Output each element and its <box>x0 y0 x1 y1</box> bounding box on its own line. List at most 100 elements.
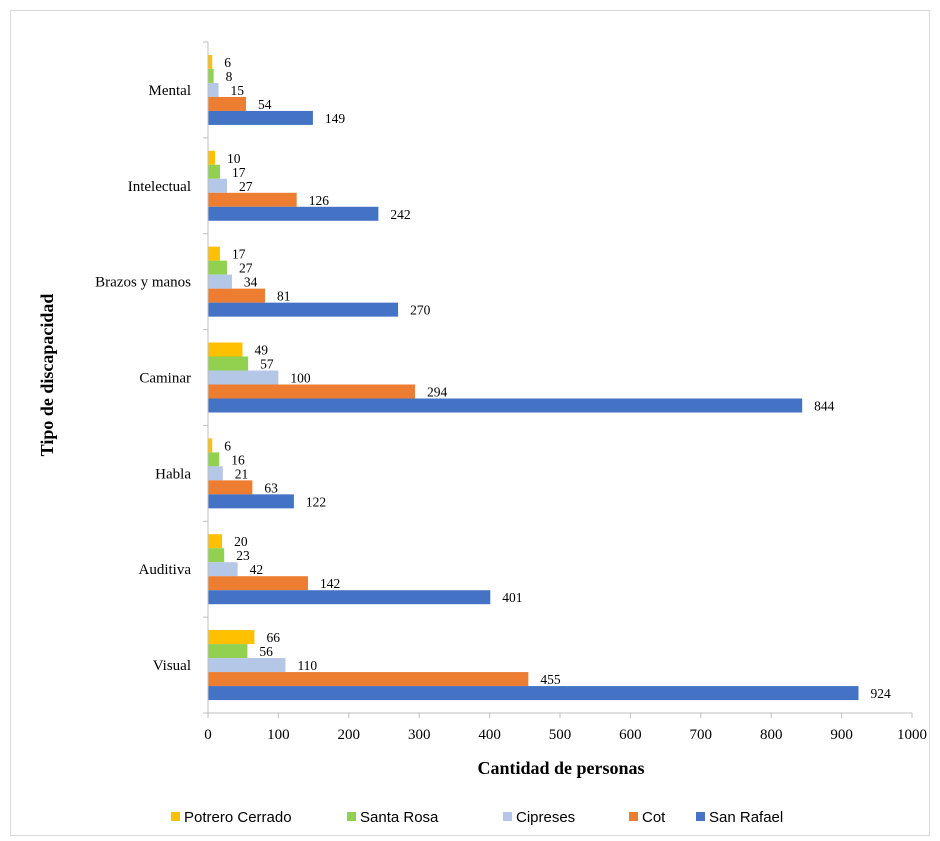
x-tick-label: 700 <box>690 727 713 743</box>
bar-mental-potrero-cerrado <box>208 54 213 69</box>
category-label: Visual <box>153 658 191 674</box>
x-tick-label: 400 <box>478 727 501 743</box>
data-label: 57 <box>260 357 274 372</box>
data-label: 27 <box>239 261 253 276</box>
x-tick-label: 100 <box>267 727 290 743</box>
data-label: 56 <box>259 644 273 659</box>
category-label: Caminar <box>139 371 191 387</box>
bar-visual-potrero-cerrado <box>208 630 255 645</box>
bar-brazos-y-manos-potrero-cerrado <box>208 246 220 261</box>
bar-intelectual-cipreses <box>208 178 228 193</box>
x-tick-label: 800 <box>760 727 783 743</box>
bar-caminar-potrero-cerrado <box>208 342 243 357</box>
data-label: 66 <box>266 630 280 645</box>
axes-layer: Mental Intelectual Brazos y manos Caminar Ha… <box>95 41 927 743</box>
data-label: 6 <box>224 438 231 453</box>
data-label: 455 <box>540 672 561 687</box>
bar-auditiva-potrero-cerrado <box>208 534 223 549</box>
category-label: Habla <box>155 466 191 482</box>
bar-visual-cot <box>208 672 529 687</box>
bar-caminar-santa-rosa <box>208 356 249 371</box>
y-axis-title: Tipo de discapacidad <box>37 294 57 457</box>
x-tick-label: 900 <box>830 727 853 743</box>
bar-mental-santa-rosa <box>208 68 214 83</box>
data-label: 270 <box>410 303 431 318</box>
data-label: 54 <box>258 97 272 112</box>
bar-chart: 6815541491017271262421727348127049571002… <box>37 41 927 826</box>
category-label: Mental <box>149 83 192 99</box>
bar-habla-santa-rosa <box>208 452 220 467</box>
category-label: Auditiva <box>139 562 192 578</box>
data-label: 110 <box>297 658 317 673</box>
legend-swatch <box>629 812 638 821</box>
x-tick-label: 300 <box>408 727 431 743</box>
legend-label: Potrero Cerrado <box>184 809 292 826</box>
bar-habla-san-rafael <box>208 494 294 509</box>
bar-mental-san-rafael <box>208 110 313 125</box>
x-tick-label: 600 <box>619 727 642 743</box>
data-label: 15 <box>231 83 245 98</box>
data-label: 63 <box>264 480 278 495</box>
legend-label: Cot <box>642 809 666 826</box>
data-label: 142 <box>320 576 340 591</box>
x-axis-title: Cantidad de personas <box>477 758 644 778</box>
bar-brazos-y-manos-cot <box>208 288 266 303</box>
bar-auditiva-san-rafael <box>208 590 491 605</box>
data-labels-layer: 6815541491017271262421727348127049571002… <box>224 55 891 701</box>
data-label: 844 <box>814 399 835 414</box>
bar-auditiva-santa-rosa <box>208 548 225 563</box>
bar-caminar-cipreses <box>208 370 279 385</box>
data-label: 21 <box>235 466 249 481</box>
bar-caminar-cot <box>208 384 415 399</box>
bars-layer <box>208 54 859 701</box>
bar-visual-san-rafael <box>208 686 859 701</box>
legend-swatch <box>347 812 356 821</box>
category-label: Intelectual <box>128 179 191 195</box>
bar-auditiva-cipreses <box>208 562 238 577</box>
data-label: 100 <box>290 371 311 386</box>
bar-habla-potrero-cerrado <box>208 438 213 453</box>
data-label: 34 <box>244 275 258 290</box>
data-label: 20 <box>234 534 248 549</box>
chart-frame: 6 8 15 54 149 10 17 27 126 242 17 27 34 81 270 49 57 100 2… <box>10 10 930 836</box>
legend-label: San Rafael <box>709 809 783 826</box>
data-label: 81 <box>277 289 291 304</box>
legend-label: Cipreses <box>516 809 575 826</box>
bar-intelectual-potrero-cerrado <box>208 150 216 165</box>
data-label: 27 <box>239 179 253 194</box>
data-label: 6 <box>224 55 231 70</box>
legend-label: Santa Rosa <box>360 809 439 826</box>
legend-swatch <box>696 812 705 821</box>
bar-brazos-y-manos-santa-rosa <box>208 260 228 275</box>
data-label: 122 <box>306 494 326 509</box>
legend-swatch <box>171 812 180 821</box>
data-label: 149 <box>325 111 346 126</box>
bar-intelectual-santa-rosa <box>208 164 220 179</box>
x-tick-label: 0 <box>204 727 212 743</box>
data-label: 10 <box>227 151 241 166</box>
data-label: 49 <box>254 343 268 358</box>
data-label: 42 <box>250 562 264 577</box>
data-label: 23 <box>236 548 250 563</box>
category-label: Brazos y manos <box>95 275 191 291</box>
bar-intelectual-cot <box>208 192 297 207</box>
legend-swatch <box>503 812 512 821</box>
bar-auditiva-cot <box>208 576 308 591</box>
bar-caminar-san-rafael <box>208 398 803 413</box>
x-tick-label: 1000 <box>897 727 927 743</box>
bar-mental-cipreses <box>208 82 219 97</box>
x-tick-label: 200 <box>338 727 361 743</box>
bar-visual-cipreses <box>208 658 286 673</box>
data-label: 294 <box>427 385 448 400</box>
legend: Potrero Cerrado Santa Rosa Cipreses Cot San … <box>171 809 783 826</box>
data-label: 17 <box>232 165 246 180</box>
data-label: 924 <box>870 686 891 701</box>
bar-intelectual-san-rafael <box>208 206 379 221</box>
data-label: 8 <box>226 69 233 84</box>
bar-habla-cipreses <box>208 466 223 481</box>
bar-visual-santa-rosa <box>208 644 248 659</box>
bar-brazos-y-manos-san-rafael <box>208 302 399 317</box>
x-tick-label: 500 <box>549 727 572 743</box>
data-label: 16 <box>231 452 245 467</box>
bar-brazos-y-manos-cipreses <box>208 274 232 289</box>
